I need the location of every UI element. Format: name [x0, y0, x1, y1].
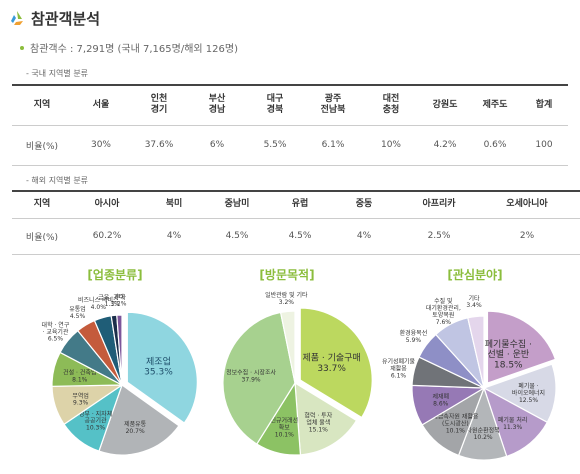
- pie-slice-label: 일반관람 및 기타 3.2%: [265, 291, 308, 306]
- overseas-value-cell: 2.5%: [396, 218, 482, 255]
- pie-slice-label: 정부 · 지자체 공공기관 10.3%: [79, 410, 112, 432]
- domestic-value-cell: 0.6%: [470, 125, 520, 166]
- overseas-header-cell: 중남미: [206, 190, 268, 219]
- domestic-value-cell: 4.2%: [420, 125, 470, 166]
- pie-slice-label: 폐금속자원 재활용 (도시광산) 10.1%: [432, 413, 479, 435]
- domestic-header-cell: 대구 경북: [246, 84, 304, 126]
- overseas-header-cell: 북미: [142, 190, 206, 219]
- pie-slice-label: 제조업 35.3%: [144, 356, 173, 377]
- overseas-header-cell: 합계: [572, 190, 580, 219]
- overseas-value-cell: 100: [572, 218, 580, 255]
- domestic-value-cell: 30%: [72, 125, 130, 166]
- pie-slice-label: 유기성폐기물 재활용 6.1%: [382, 357, 416, 379]
- pie-slice-label: 제품유통 20.7%: [124, 420, 147, 435]
- pie-slice-label: 무역업 9.3%: [72, 392, 89, 407]
- overseas-header-cell: 중동: [332, 190, 396, 219]
- pie-slice: [294, 381, 358, 456]
- pie-slice-label: 제품 · 기술구매 33.7%: [302, 352, 360, 373]
- pie-slice-label: 금융 · 투자 1.3%: [98, 293, 126, 308]
- page-title: 참관객분석: [31, 9, 101, 28]
- pie-slice: [486, 310, 557, 384]
- summary-text: 참관객수 : 7,291명 (국내 7,165명/해외 126명): [30, 44, 238, 55]
- domestic-header-cell: 합계: [520, 84, 568, 126]
- domestic-value-cell: 6%: [188, 125, 246, 166]
- pie-slice-label: 폐기물 처리 11.3%: [498, 416, 528, 431]
- visitor-summary: 참관객수 : 7,291명 (국내 7,165명/해외 126명): [20, 40, 238, 55]
- domestic-header-row: 지역 서울 인천 경기 부산 경남 대구 경북 광주 전남북 대전 충청 강원도 제주도 합계: [12, 84, 568, 126]
- pie-slice-label: 신규거래선 확보 10.1%: [271, 417, 299, 439]
- domestic-header-cell: 인천 경기: [130, 84, 188, 126]
- domestic-region-table: 지역 서울 인천 경기 부산 경남 대구 경북 광주 전남북 대전 충청 강원도 제주도 합계 비율…: [12, 84, 568, 166]
- pie-slice: [222, 311, 296, 445]
- domestic-header-cell: 부산 경남: [188, 84, 246, 126]
- pie-slice: [98, 384, 180, 456]
- overseas-value-cell: 4%: [142, 218, 206, 255]
- interest-chart-title: [관심분야]: [447, 268, 503, 282]
- overseas-value-cell: 4.5%: [206, 218, 268, 255]
- overseas-header-cell: 지역: [12, 190, 72, 219]
- pie-slice: [126, 311, 198, 424]
- page-header: 참관객분석: [8, 6, 100, 30]
- domestic-header-cell: 지역: [12, 84, 72, 126]
- overseas-header-cell: 오세아니아: [482, 190, 572, 219]
- domestic-header-cell: 강원도: [420, 84, 470, 126]
- pie-slice-label: 협력 · 투자 업체 물색 15.1%: [304, 411, 332, 433]
- pie-slice-label: 환경융복선 5.9%: [400, 329, 428, 344]
- domestic-value-cell: 100: [520, 125, 568, 166]
- overseas-value-cell: 2%: [482, 218, 572, 255]
- pie-slice-label: 비즈니스 서비스 4.0%: [78, 296, 119, 311]
- pie-slice-label: 제재폐 8.6%: [432, 393, 449, 408]
- pie-slice: [467, 315, 485, 389]
- pie-slice-label: 유통업 4.5%: [69, 305, 86, 320]
- overseas-value-row: 비율(%)60.2%4%4.5%4.5%4%2.5%2%100: [12, 218, 580, 255]
- overseas-header-cell: 유럽: [268, 190, 332, 219]
- pie-slice-label: 폐기물 · 바이오에너지 12.5%: [512, 382, 545, 404]
- domestic-value-row: 비율(%) 30% 37.6% 6% 5.5% 6.1% 10% 4.2% 0.6% 100: [12, 125, 568, 166]
- overseas-header-cell: 아프리카: [396, 190, 482, 219]
- pie-slice-label: 폐기물수집 · 선별 · 운반 18.5%: [485, 338, 532, 371]
- domestic-value-cell: 10%: [362, 125, 420, 166]
- domestic-section-label: - 국내 지역별 분류: [26, 69, 89, 78]
- overseas-value-cell: 4.5%: [268, 218, 332, 255]
- pie-slice-label: 수질 및 대기환경관리, 토양복원 7.6%: [426, 297, 461, 326]
- pie-slice-label: 기타 1.2%: [111, 293, 127, 308]
- bullet-icon: [20, 45, 24, 50]
- overseas-header-cell: 아시아: [72, 190, 142, 219]
- pie-slice: [116, 314, 123, 386]
- pie-slice-label: 정보수집 · 시장조사 37.9%: [226, 369, 276, 384]
- purpose-chart-title: [방문목적]: [259, 268, 315, 282]
- overseas-region-table: 지역아시아북미중남미유럽중동아프리카오세아니아합계비율(%)60.2%4%4.5…: [12, 190, 580, 255]
- overseas-value-cell: 60.2%: [72, 218, 142, 255]
- domestic-header-cell: 제주도: [470, 84, 520, 126]
- domestic-value-cell: 5.5%: [246, 125, 304, 166]
- pie-slice-label: 차원순환정책 10.2%: [467, 426, 500, 441]
- industry-chart-title: [업종분류]: [87, 268, 143, 282]
- domestic-header-cell: 대전 충청: [362, 84, 420, 126]
- recycle-icon: [11, 11, 23, 25]
- pie-slice: [279, 310, 296, 384]
- pie-slice: [482, 363, 557, 424]
- pie-slice-label: 기타 3.4%: [466, 294, 482, 309]
- pie-slice-label: 건설 · 건축업 8.1%: [63, 369, 96, 384]
- domestic-header-cell: 서울: [72, 84, 130, 126]
- domestic-value-cell: 비율(%): [12, 125, 72, 166]
- overseas-header-row: 지역아시아북미중남미유럽중동아프리카오세아니아합계: [12, 190, 580, 219]
- overseas-value-cell: 비율(%): [12, 218, 72, 255]
- pie-slice-label: 대학 · 연구 · 교육기관 6.5%: [42, 321, 70, 343]
- domestic-value-cell: 6.1%: [304, 125, 362, 166]
- domestic-value-cell: 37.6%: [130, 125, 188, 166]
- pie-slice: [299, 307, 373, 419]
- overseas-value-cell: 4%: [332, 218, 396, 255]
- domestic-header-cell: 광주 전남북: [304, 84, 362, 126]
- overseas-section-label: - 해외 지역별 분류: [26, 176, 89, 185]
